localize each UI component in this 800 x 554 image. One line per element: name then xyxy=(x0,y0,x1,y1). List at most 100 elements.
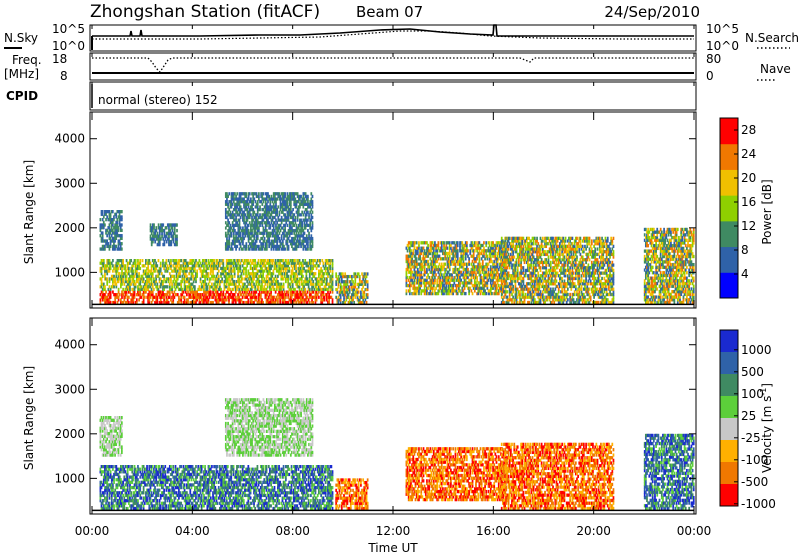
echo-cell xyxy=(407,254,410,258)
echo-cell xyxy=(151,259,154,263)
echo-cell xyxy=(176,242,178,247)
echo-cell xyxy=(262,239,265,243)
echo-cell xyxy=(305,272,308,276)
echo-cell xyxy=(273,295,276,299)
echo-cell xyxy=(178,266,180,271)
echo-cell xyxy=(186,277,188,281)
echo-cell xyxy=(294,202,297,206)
echo-cell xyxy=(320,274,323,278)
echo-cell xyxy=(479,273,482,277)
echo-cell xyxy=(468,286,470,290)
echo-cell xyxy=(171,226,174,230)
echo-cell xyxy=(109,242,112,246)
echo-cell xyxy=(304,293,307,297)
echo-cell xyxy=(172,269,175,273)
echo-cell xyxy=(137,259,139,263)
echo-cell xyxy=(427,262,429,266)
echo-cell xyxy=(310,229,313,233)
echo-cell xyxy=(273,244,276,249)
echo-cell xyxy=(303,290,305,294)
echo-cell xyxy=(295,210,298,214)
echo-cell xyxy=(284,223,286,228)
echo-cell xyxy=(192,300,195,305)
echo-cell xyxy=(351,274,353,279)
echo-cell xyxy=(327,261,329,265)
echo-cell xyxy=(267,194,269,199)
echo-cell xyxy=(481,249,484,253)
echo-cell xyxy=(478,251,481,256)
echo-cell xyxy=(301,226,304,230)
echo-cell xyxy=(357,300,360,305)
echo-cell xyxy=(113,279,115,284)
echo-cell xyxy=(467,254,469,258)
echo-cell xyxy=(256,279,259,284)
echo-cell xyxy=(271,300,274,305)
echo-cell xyxy=(212,287,214,292)
echo-cell xyxy=(270,300,272,305)
echo-cell xyxy=(225,272,228,276)
echo-cell xyxy=(256,202,259,206)
echo-cell xyxy=(239,274,242,278)
echo-cell xyxy=(300,282,303,286)
echo-cell xyxy=(280,221,283,225)
echo-cell xyxy=(105,277,107,281)
echo-cell xyxy=(478,249,481,253)
echo-cell xyxy=(289,197,292,201)
echo-cell xyxy=(446,289,449,293)
echo-cell xyxy=(289,282,292,286)
echo-cell xyxy=(244,221,247,225)
echo-cell xyxy=(297,285,300,289)
echo-cell xyxy=(287,300,290,305)
echo-cell xyxy=(286,261,288,265)
echo-cell xyxy=(275,298,278,302)
echo-cell xyxy=(295,202,298,206)
echo-cell xyxy=(495,265,498,269)
echo-cell xyxy=(116,279,119,284)
echo-cell xyxy=(302,269,304,273)
echo-cell xyxy=(223,269,226,273)
echo-cell xyxy=(142,269,145,273)
echo-cell xyxy=(476,283,478,288)
echo-cell xyxy=(497,273,500,277)
echo-cell xyxy=(106,277,109,281)
echo-cell xyxy=(105,228,107,232)
echo-cell xyxy=(431,286,434,290)
echo-cell xyxy=(428,267,431,272)
echo-cell xyxy=(421,275,424,280)
echo-cell xyxy=(126,282,129,286)
echo-cell xyxy=(444,246,447,250)
echo-cell xyxy=(288,231,291,235)
echo-cell xyxy=(189,290,192,294)
echo-cell xyxy=(240,287,243,292)
echo-cell xyxy=(160,295,163,299)
echo-cell xyxy=(163,234,166,238)
echo-cell xyxy=(245,300,247,305)
echo-cell xyxy=(407,241,410,245)
echo-cell xyxy=(157,237,160,241)
echo-cell xyxy=(116,266,119,271)
echo-cell xyxy=(327,282,329,286)
echo-cell xyxy=(307,298,310,302)
echo-cell xyxy=(101,261,104,265)
echo-cell xyxy=(321,259,324,263)
echo-cell xyxy=(237,223,240,228)
echo-cell xyxy=(290,272,293,276)
echo-cell xyxy=(252,274,254,278)
echo-cell xyxy=(117,228,120,232)
echo-cell xyxy=(158,266,161,271)
echo-cell xyxy=(462,281,465,285)
echo-cell xyxy=(484,249,486,253)
echo-cell xyxy=(228,192,231,196)
echo-cell xyxy=(468,259,470,264)
echo-cell xyxy=(342,272,344,276)
echo-cell xyxy=(247,293,250,297)
echo-cell xyxy=(150,277,153,281)
echo-cell xyxy=(439,249,442,253)
echo-cell xyxy=(150,282,153,286)
echo-cell xyxy=(478,241,481,245)
echo-cell xyxy=(230,290,233,294)
echo-cell xyxy=(339,272,342,276)
echo-cell xyxy=(234,239,236,243)
echo-cell xyxy=(120,279,122,284)
echo-cell xyxy=(105,212,107,216)
